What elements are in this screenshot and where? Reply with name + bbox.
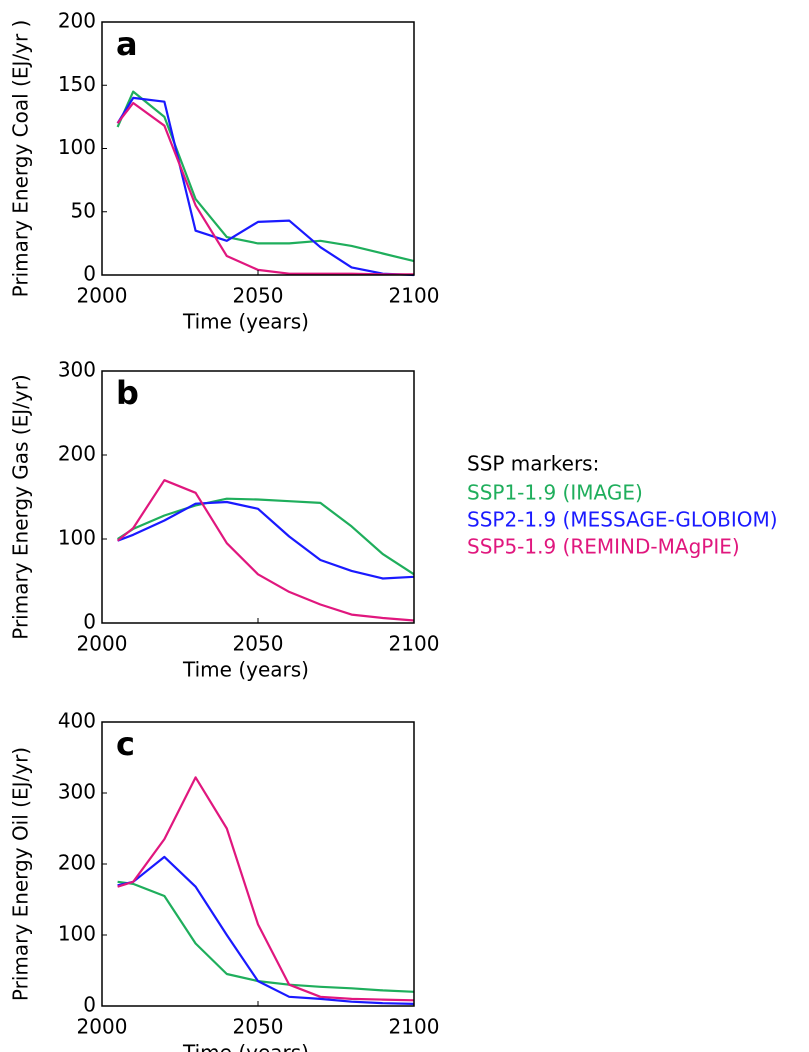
x-axis-label: Time (years) bbox=[182, 310, 309, 334]
panel-label: a bbox=[116, 25, 138, 63]
x-tick-label: 2050 bbox=[233, 632, 284, 656]
series-line bbox=[117, 855, 415, 1005]
legend-entry: SSP5-1.9 (REMIND-MAgPIE) bbox=[467, 535, 740, 559]
x-tick-label: 2050 bbox=[233, 1015, 284, 1039]
series-line bbox=[116, 479, 415, 622]
legend-entry: SSP1-1.9 (IMAGE) bbox=[467, 481, 643, 505]
y-tick-label: 200 bbox=[58, 851, 96, 875]
y-tick-label: 200 bbox=[58, 442, 96, 466]
y-tick-label: 0 bbox=[83, 610, 96, 634]
x-axis-label: Time (years) bbox=[182, 658, 309, 682]
x-tick-label: 2050 bbox=[233, 284, 284, 308]
legend-title: SSP markers: bbox=[467, 452, 599, 476]
x-tick-label: 2000 bbox=[77, 1015, 128, 1039]
series-line bbox=[116, 96, 415, 277]
plot-frame bbox=[101, 370, 415, 624]
y-tick-label: 0 bbox=[83, 993, 96, 1017]
series-line bbox=[117, 880, 415, 993]
y-axis-label: Primary Energy Oil (EJ/yr) bbox=[9, 747, 33, 1001]
plot-frame bbox=[101, 721, 415, 1007]
x-axis-label: Time (years) bbox=[182, 1041, 309, 1052]
series-line bbox=[117, 500, 415, 580]
y-tick-label: 300 bbox=[58, 358, 96, 382]
x-tick-label: 2000 bbox=[77, 632, 128, 656]
y-tick-label: 100 bbox=[58, 526, 96, 550]
series-line bbox=[116, 101, 414, 276]
y-tick-label: 400 bbox=[58, 709, 96, 733]
plot-frame bbox=[101, 21, 415, 276]
panel-label: b bbox=[116, 374, 139, 412]
y-tick-label: 100 bbox=[58, 135, 96, 159]
y-tick-label: 150 bbox=[58, 72, 96, 96]
legend-entry: SSP2-1.9 (MESSAGE-GLOBIOM) bbox=[467, 508, 778, 532]
series-line bbox=[116, 90, 415, 263]
y-tick-label: 0 bbox=[83, 262, 96, 286]
series-line bbox=[117, 776, 415, 1002]
x-tick-label: 2100 bbox=[389, 1015, 440, 1039]
x-tick-label: 2100 bbox=[389, 632, 440, 656]
y-tick-label: 50 bbox=[71, 198, 96, 222]
series-line bbox=[117, 497, 415, 576]
y-axis-label: Primary Energy Gas (EJ/yr) bbox=[9, 374, 33, 640]
x-tick-label: 2000 bbox=[77, 284, 128, 308]
y-tick-label: 100 bbox=[58, 922, 96, 946]
panel-label: c bbox=[116, 725, 135, 763]
y-tick-label: 200 bbox=[58, 9, 96, 33]
y-axis-label: Primary Energy Coal (EJ/yr ) bbox=[9, 20, 33, 298]
y-tick-label: 300 bbox=[58, 780, 96, 804]
x-tick-label: 2100 bbox=[389, 284, 440, 308]
